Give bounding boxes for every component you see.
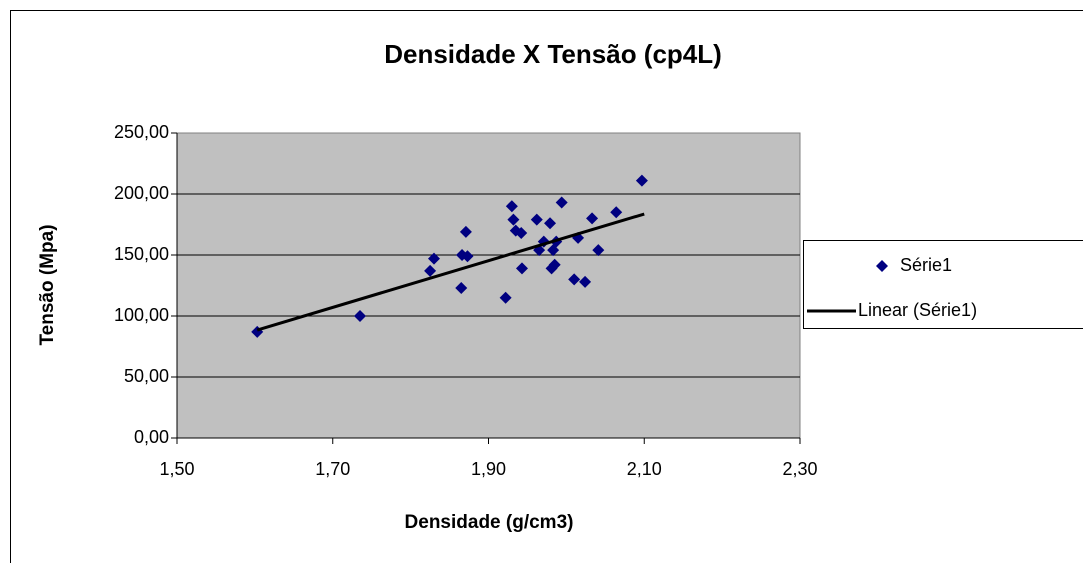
point [610,206,623,219]
chart-title: Densidade X Tensão (cp4L) [384,39,722,69]
point [548,258,561,271]
x-tick-label: 2,10 [627,459,662,479]
x-axis-label: Densidade (g/cm3) [405,512,574,533]
point [592,244,605,257]
trend-line [256,212,645,332]
x-tick-label: 2,30 [782,459,817,479]
legend-marker [876,260,888,272]
y-tick-label: 100,00 [114,305,169,325]
point [544,217,557,230]
point [461,250,474,263]
point [507,213,520,226]
point [568,273,581,286]
y-tick-label: 250,00 [114,122,169,142]
point [499,291,512,304]
point [455,281,468,294]
point [530,213,543,226]
point [427,252,440,265]
point [555,196,568,209]
point [459,225,472,238]
point [505,200,518,213]
y-tick-label: 150,00 [114,244,169,264]
point [515,227,528,240]
y-tick-label: 0,00 [134,427,169,447]
legend-box [803,240,1083,329]
legend-label: Linear (Série1) [858,300,977,320]
point [424,264,437,277]
plot-area [176,132,801,439]
y-tick-label: 50,00 [124,366,169,386]
point [515,262,528,275]
x-tick-label: 1,90 [471,459,506,479]
y-tick-label: 200,00 [114,183,169,203]
legend-label: Série1 [900,255,952,275]
point [635,174,648,187]
y-axis-label: Tensão (Mpa) [37,224,58,345]
point [586,212,599,225]
x-tick-label: 1,50 [159,459,194,479]
point [354,310,367,322]
x-tick-label: 1,70 [315,459,350,479]
point [579,275,592,288]
